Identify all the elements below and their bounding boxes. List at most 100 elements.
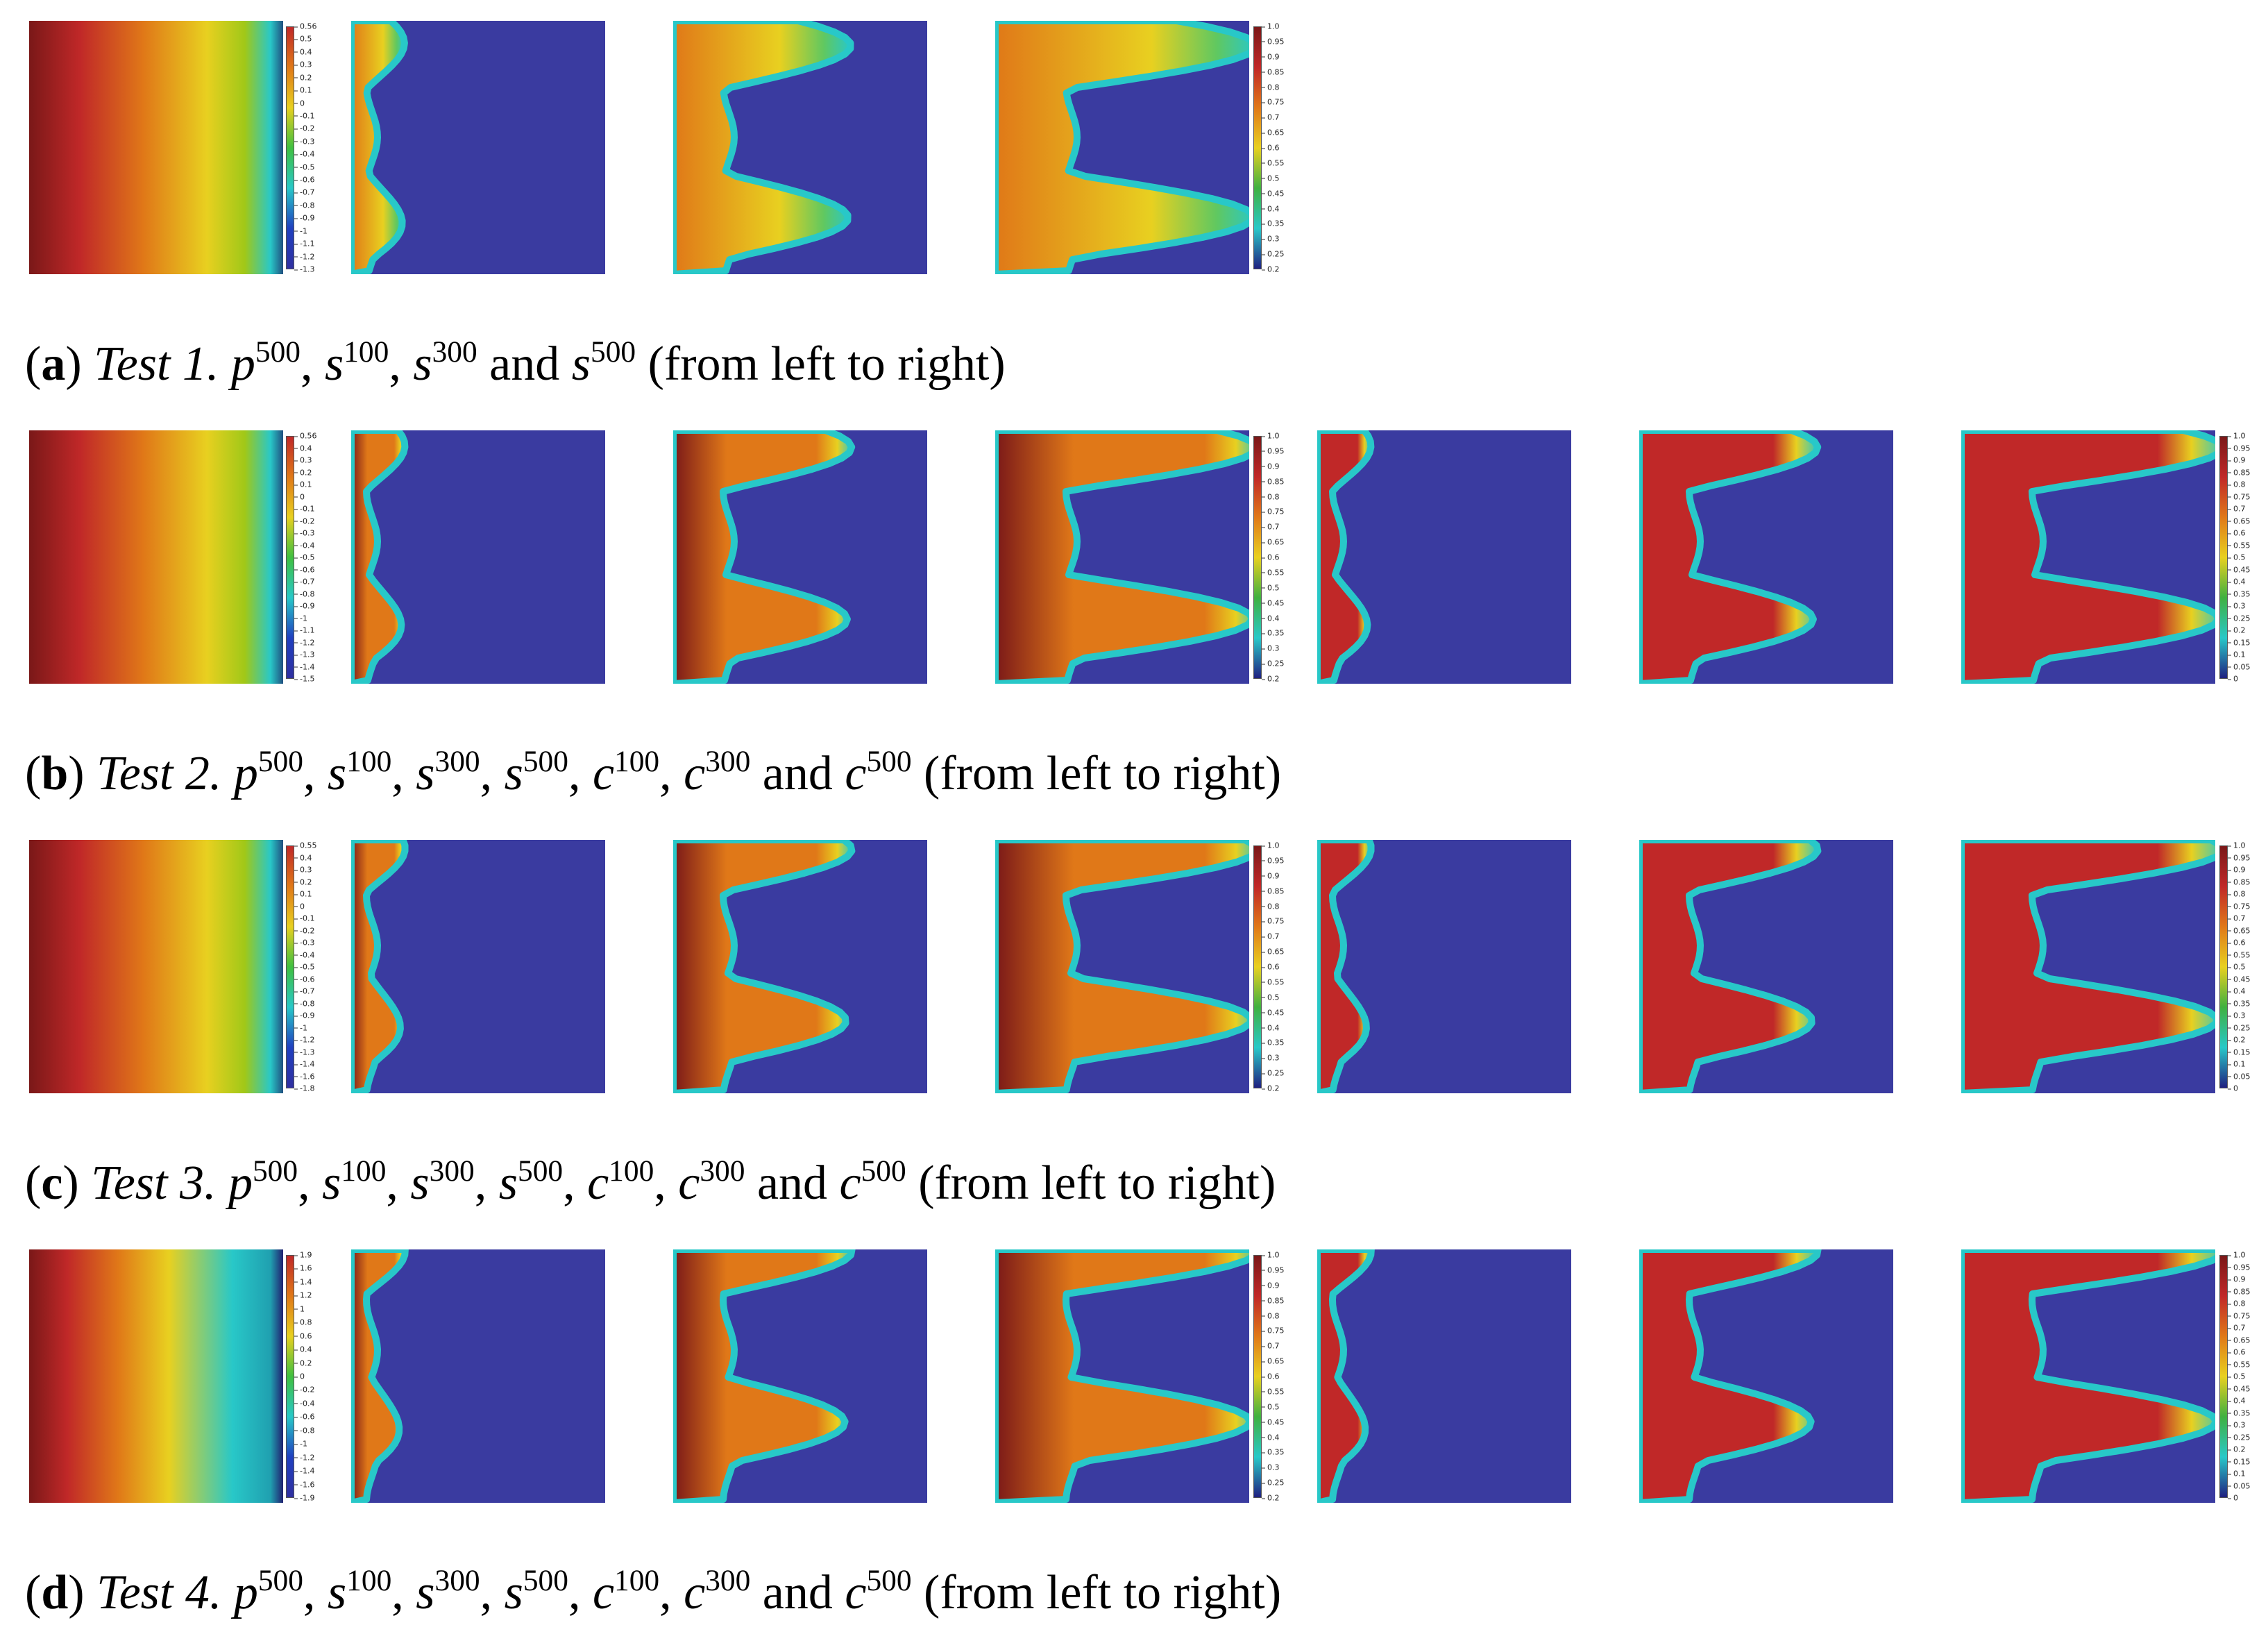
concentration-colorbar bbox=[2219, 436, 2228, 679]
colorbar-tick-label: 0.7 bbox=[2228, 1324, 2246, 1332]
colorbar-tick-label: 0.3 bbox=[2228, 1422, 2246, 1429]
colorbar-tick-label: -1.9 bbox=[294, 1494, 314, 1502]
colorbar-tick-label: -0.8 bbox=[294, 1000, 314, 1007]
pressure-colorbar-ticks: 0.55 0.4 0.3 0.2 0.1 0 -0.1 -0.2 -0.3 -0.4 -0.5 -0.… bbox=[294, 842, 325, 1093]
cfront500-field-plot bbox=[1961, 1249, 2215, 1503]
panel-front500 bbox=[995, 1249, 1249, 1503]
test-name: Test 3. bbox=[91, 1156, 217, 1210]
pressure-colorbar bbox=[286, 1255, 294, 1498]
colorbar-tick-label: -0.4 bbox=[294, 541, 314, 549]
colorbar-tick-label: 0.15 bbox=[2228, 1458, 2251, 1465]
subfigure-caption-c: (c) Test 3. p500, s100, s300, s500, c100… bbox=[25, 1154, 1276, 1210]
colorbar-tick-label: -0.5 bbox=[294, 554, 314, 562]
front300-field-plot bbox=[673, 1249, 927, 1503]
colorbar-tick-label: -0.6 bbox=[294, 975, 314, 983]
front500-field-plot bbox=[995, 840, 1249, 1093]
colorbar-tick-label: -1.2 bbox=[294, 1454, 314, 1461]
colorbar-tick-label: 0.95 bbox=[2228, 1263, 2251, 1271]
cfront500-field-plot bbox=[1961, 430, 2215, 684]
colorbar-tick-label: 0.4 bbox=[1262, 1024, 1280, 1031]
figure-row-a: 0.56 0.5 0.4 0.3 0.2 0.1 0 -0.1 -0.2 -0.3 -0.4 -0.5… bbox=[0, 21, 2268, 274]
panel-front500 bbox=[995, 21, 1249, 274]
test-name: Test 4. bbox=[96, 1566, 222, 1619]
colorbar-tick-label: 0.4 bbox=[2228, 1397, 2246, 1405]
colorbar-tick-label: -1.6 bbox=[294, 1072, 314, 1080]
panel-front500 bbox=[995, 430, 1249, 684]
subfigure-label: c bbox=[41, 1156, 63, 1210]
concentration-colorbar-ticks: 1.0 0.95 0.9 0.85 0.8 0.75 0.7 0.65 0.6 0.55 0.5 0.… bbox=[2228, 432, 2258, 683]
colorbar-tick-label: -1.2 bbox=[294, 1036, 314, 1044]
colorbar-tick-label: 0.5 bbox=[1262, 993, 1280, 1001]
colorbar-tick-label: -1.5 bbox=[294, 675, 314, 683]
colorbar-tick-label: 0.1 bbox=[2228, 651, 2246, 659]
subfigure-caption-b: (b) Test 2. p500, s100, s300, s500, c100… bbox=[25, 744, 1282, 800]
colorbar-tick-label: 1.0 bbox=[1262, 1252, 1280, 1259]
colorbar-tick-label: 0.55 bbox=[1262, 1388, 1285, 1395]
colorbar-tick-label: 0.05 bbox=[2228, 1482, 2251, 1490]
colorbar-tick-label: 1.0 bbox=[2228, 1252, 2246, 1259]
subfigure-label: d bbox=[41, 1566, 69, 1619]
figure-row-c: 0.55 0.4 0.3 0.2 0.1 0 -0.1 -0.2 -0.3 -0.4 -0.5 -0.… bbox=[0, 840, 2268, 1093]
colorbar-tick-label: 0.95 bbox=[2228, 444, 2251, 452]
concentration-colorbar bbox=[2219, 845, 2228, 1088]
colorbar-tick-label: 0.85 bbox=[1262, 478, 1285, 485]
colorbar-tick-label: 0.6 bbox=[1262, 1373, 1280, 1381]
colorbar-tick-label: 0.2 bbox=[294, 1359, 312, 1367]
colorbar-tick-label: 0.7 bbox=[1262, 523, 1280, 531]
colorbar-tick-label: 0.8 bbox=[1262, 493, 1280, 500]
colorbar-tick-label: 0.8 bbox=[2228, 891, 2246, 898]
colorbar-tick-label: 0.45 bbox=[2228, 1385, 2251, 1392]
colorbar-tick-label: -0.7 bbox=[294, 988, 314, 995]
colorbar-tick-label: 0.55 bbox=[2228, 951, 2251, 959]
colorbar-tick-label: 0.95 bbox=[2228, 854, 2251, 861]
colorbar-tick-label: -1.3 bbox=[294, 1048, 314, 1056]
colorbar-tick-label: 0.3 bbox=[1262, 645, 1280, 652]
pressure-field-plot bbox=[29, 21, 283, 274]
colorbar-tick-label: 0.65 bbox=[1262, 1358, 1285, 1365]
colorbar-tick-label: 0.55 bbox=[2228, 1361, 2251, 1368]
colorbar-tick-label: 0.55 bbox=[1262, 159, 1285, 167]
colorbar-tick-label: 0.4 bbox=[1262, 614, 1280, 622]
colorbar-tick-label: 0 bbox=[294, 902, 305, 910]
colorbar-tick-label: -1 bbox=[294, 1024, 307, 1031]
test-name: Test 2. bbox=[96, 747, 222, 800]
colorbar-tick-label: -1 bbox=[294, 227, 307, 235]
pressure-colorbar-ticks: 0.56 0.5 0.4 0.3 0.2 0.1 0 -0.1 -0.2 -0.3 -0.4 -0.5… bbox=[294, 23, 325, 273]
colorbar-tick-label: 0.55 bbox=[1262, 978, 1285, 986]
colorbar-tick-label: 0.5 bbox=[294, 35, 312, 43]
colorbar-tick-label: 0.6 bbox=[1262, 963, 1280, 971]
colorbar-tick-label: -0.3 bbox=[294, 530, 314, 537]
colorbar-tick-label: 0.9 bbox=[1262, 462, 1280, 470]
colorbar-tick-label: 0.65 bbox=[2228, 517, 2251, 525]
panel-front300 bbox=[673, 1249, 927, 1503]
pressure-field-plot bbox=[29, 1249, 283, 1503]
colorbar-tick-label: 0.5 bbox=[2228, 1373, 2246, 1381]
panel-front100 bbox=[351, 840, 605, 1093]
colorbar-tick-label: 0.15 bbox=[2228, 639, 2251, 646]
pressure-colorbar bbox=[286, 26, 294, 269]
saturation-colorbar-ticks: 1.0 0.95 0.9 0.85 0.8 0.75 0.7 0.65 0.6 0.55 0.5 0.… bbox=[1262, 432, 1292, 683]
colorbar-tick-label: 0.45 bbox=[1262, 1418, 1285, 1426]
colorbar-tick-label: 0 bbox=[2228, 1085, 2238, 1093]
colorbar-tick-label: -0.6 bbox=[294, 566, 314, 573]
colorbar-tick-label: 0.4 bbox=[294, 444, 312, 452]
colorbar-tick-label: 1.0 bbox=[1262, 23, 1280, 31]
colorbar-tick-label: 0.85 bbox=[1262, 68, 1285, 76]
colorbar-tick-label: -1.4 bbox=[294, 1061, 314, 1068]
colorbar-tick-label: 0.95 bbox=[1262, 37, 1285, 45]
colorbar-tick-label: 0.3 bbox=[1262, 235, 1280, 243]
colorbar-tick-label: 0.25 bbox=[2228, 1024, 2251, 1031]
colorbar-tick-label: 0.3 bbox=[2228, 603, 2246, 610]
cfront100-field-plot bbox=[1317, 430, 1571, 684]
colorbar-tick-label: 0.6 bbox=[1262, 144, 1280, 152]
colorbar-tick-label: 0.35 bbox=[1262, 1039, 1285, 1047]
colorbar-tick-label: 0.4 bbox=[294, 48, 312, 56]
colorbar-tick-label: 1 bbox=[294, 1305, 305, 1313]
colorbar-tick-label: 0.35 bbox=[2228, 590, 2251, 598]
colorbar-tick-label: 0.3 bbox=[2228, 1012, 2246, 1020]
colorbar-tick-label: 0.45 bbox=[2228, 566, 2251, 573]
colorbar-tick-label: -0.5 bbox=[294, 963, 314, 971]
panel-cfront500 bbox=[1961, 1249, 2215, 1503]
colorbar-tick-label: 0 bbox=[294, 493, 305, 500]
pressure-colorbar bbox=[286, 436, 294, 679]
